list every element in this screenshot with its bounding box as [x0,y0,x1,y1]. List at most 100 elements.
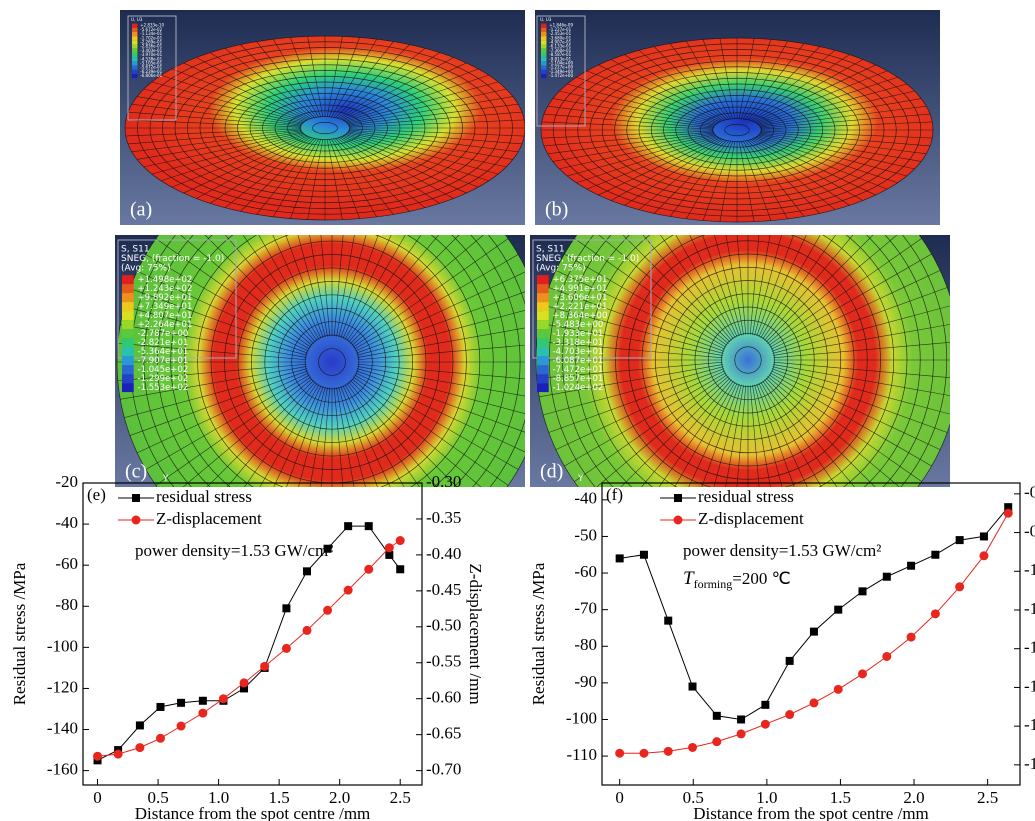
y-tick-label: -80 [574,635,597,654]
mesh-spoke [342,385,391,487]
mesh-spoke [742,40,788,120]
x-tick-label: 0.5 [147,788,168,807]
mesh-spoke [758,90,915,126]
mesh-spoke [240,137,316,212]
point-marker [809,627,818,636]
point-marker [833,684,843,694]
legend-swatch [122,293,134,303]
legend-swatch [537,347,549,357]
mesh-spoke [348,119,525,128]
mesh-spoke [357,366,525,397]
legend-swatch [132,61,138,66]
mesh-spoke [346,88,507,124]
legend-value: +6.375e+01 [553,275,608,285]
mesh-spoke [338,235,367,338]
y-tick-label: -20 [55,472,78,491]
legend-swatch [132,48,138,53]
point-marker [882,651,892,661]
mesh-spoke [328,37,361,118]
legend-swatch [132,36,138,41]
mesh-spoke [552,98,715,127]
mesh-spoke [765,377,876,487]
mesh-spoke [543,113,714,129]
mesh-spoke [586,136,720,190]
mesh-spoke [204,235,314,344]
mesh-spoke [145,254,310,350]
legend-swatch [537,338,549,348]
legend-value: -1.045e+02 [138,365,189,375]
mesh-spoke [749,235,760,335]
annotation: Tforming=200 ℃ [683,568,791,590]
point-marker [1003,508,1013,518]
mesh-spoke [348,381,438,487]
mesh-spoke [725,385,744,487]
legend-value: -2.453e-01 [549,31,571,36]
mesh-spoke [598,64,721,123]
legend-swatch [537,275,549,285]
mesh-spoke [547,105,715,128]
mesh-spoke [320,387,331,487]
mesh-spoke [760,131,931,147]
mesh-spoke [171,134,307,188]
legend-marker [674,494,682,502]
mesh-spoke [624,54,724,122]
mesh-spoke [598,235,729,344]
annotation: power density=1.53 GW/cm² [683,541,881,560]
point-marker [615,748,625,758]
mesh-spoke [756,76,898,124]
point-marker [240,684,249,693]
y2-tick-label: -1.1 [1024,599,1035,618]
mesh-spoke [326,36,343,118]
x-tick-label: 1.0 [208,788,229,807]
mesh-spoke [124,306,308,356]
mesh-spoke [539,364,723,398]
point-marker [955,536,964,545]
mesh-spoke [686,140,732,220]
y2-axis-title: Z-displacement /mm [466,563,485,704]
mesh-spoke [756,383,795,487]
legend-value: -1.349e+00 [549,69,573,74]
y2-tick-label: -0.65 [426,724,461,743]
mesh-spoke [357,363,525,380]
point-marker [1004,503,1013,512]
point-marker [688,742,698,752]
mesh-spoke [128,129,302,145]
mesh-spoke [762,380,838,487]
mesh-spoke [244,382,318,487]
panel-label: (f) [606,485,623,504]
mesh-spoke [259,384,320,487]
point-marker [281,643,291,653]
legend-value: +1.846e-09 [549,23,573,28]
legend-swatch [122,347,134,357]
y-tick-label: -40 [574,489,597,508]
mesh-spoke [348,103,519,126]
legend-value: -3.970e-01 [140,52,162,57]
legend-swatch [541,57,547,62]
contour-legend: U, U3+2.833e-10-5.672e-02-1.134e-01-1.70… [127,15,177,121]
legend-value: -5.672e-02 [140,27,162,32]
legend-swatch [537,320,549,330]
point-marker [858,587,867,596]
y-tick-label: -50 [574,525,597,544]
mesh-spoke [567,83,717,125]
legend-swatch [132,44,138,49]
legend-swatch [537,302,549,312]
mesh-spoke [354,254,519,350]
y-tick-label: -60 [55,554,78,573]
mesh-spoke [760,381,822,487]
legend-swatch [537,356,549,366]
fe-panel: U, U3+2.833e-10-5.672e-02-1.134e-01-1.70… [120,10,525,225]
y-tick-label: -100 [47,636,78,655]
mesh-spoke [758,235,807,338]
y-tick-label: -160 [47,760,78,779]
x-tick-label: 0 [93,788,102,807]
y2-tick-label: -0.30 [426,472,461,491]
point-marker [198,708,208,718]
mesh-spoke [767,235,898,344]
mesh-spoke [754,384,783,487]
x-tick-label: 2.0 [329,788,350,807]
mesh-spoke [752,385,771,487]
mesh-spoke [348,129,522,145]
mesh-spoke [129,288,308,354]
mesh-spoke [750,54,850,122]
